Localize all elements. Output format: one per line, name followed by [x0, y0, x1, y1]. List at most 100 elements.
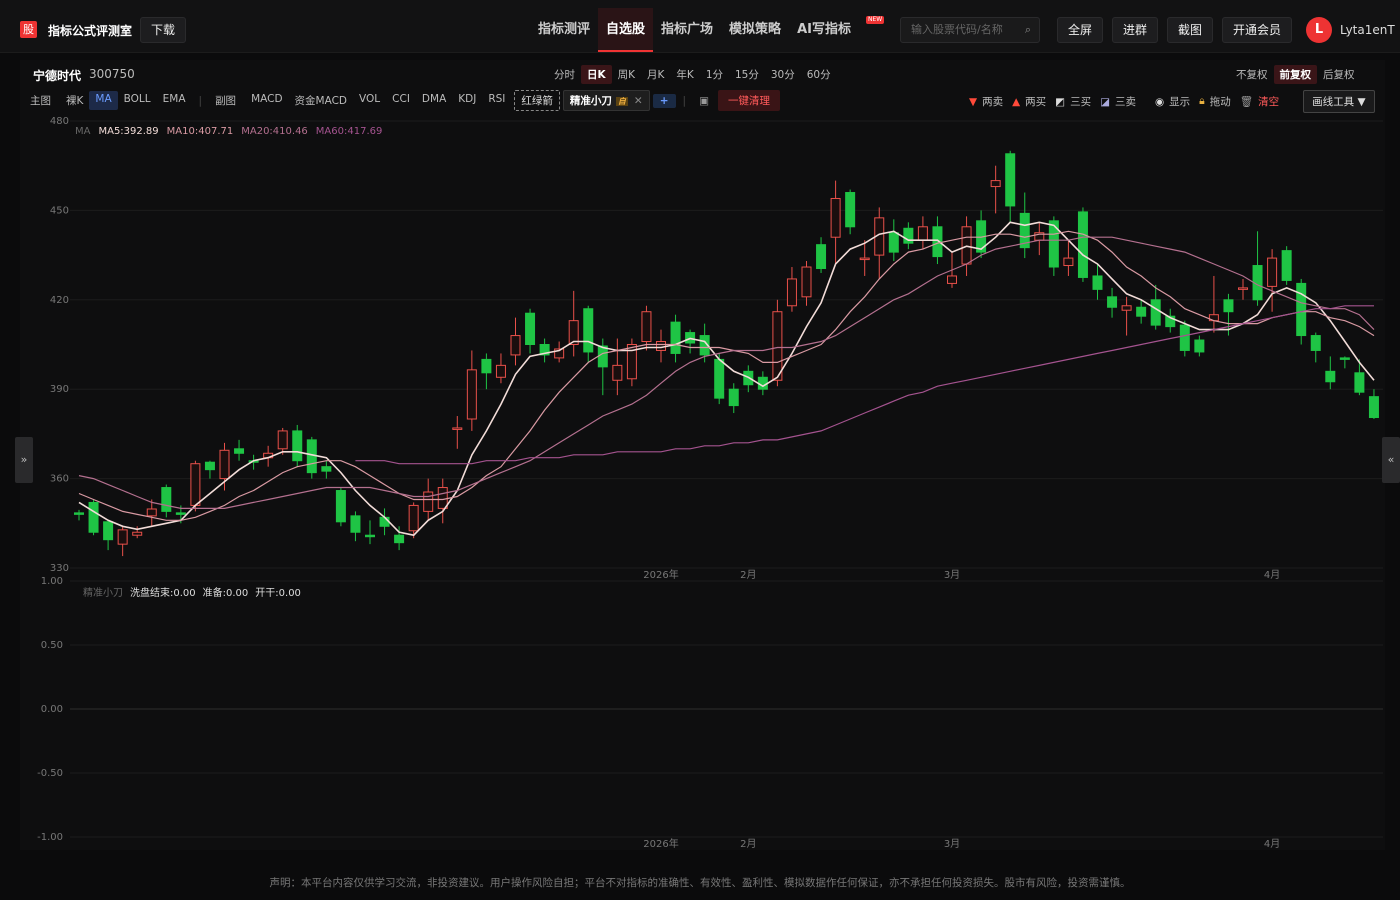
nav-item[interactable]: 模拟策略 [729, 22, 782, 37]
main-indicators: 裸K MA BOLL EMA [60, 91, 192, 110]
draw-tool[interactable]: 三买 [1070, 96, 1092, 108]
period[interactable]: 30分 [770, 69, 795, 81]
main-indicator[interactable]: MA [89, 91, 118, 110]
download-button[interactable]: 下载 [140, 17, 187, 43]
candle-body [626, 344, 637, 380]
close-icon[interactable]: ✕ [633, 95, 643, 107]
draw-tool-menu[interactable]: 画线工具 ▼ [1303, 90, 1375, 113]
logo: 股 [20, 21, 37, 38]
draw-icon: 🔒︎ [1199, 95, 1205, 107]
x-tick-label: 2月 [740, 569, 756, 581]
main-indicator[interactable]: 裸K [66, 95, 84, 107]
sub-indicator[interactable]: RSI [488, 93, 506, 105]
save-icon[interactable]: ▣ [699, 94, 709, 107]
candle-body [335, 490, 346, 523]
draw-icon: ▲ [1012, 95, 1021, 108]
candle-body [583, 308, 594, 353]
indicator-tag[interactable]: 精准小刀自 ✕ [562, 90, 650, 111]
ma-line [355, 305, 1374, 465]
draw-tool[interactable]: 两卖 [982, 96, 1004, 108]
period[interactable]: 周K [617, 69, 636, 81]
candle-body [1136, 306, 1147, 317]
avatar[interactable]: L [1306, 17, 1332, 43]
sub-indicator[interactable]: CCI [392, 93, 410, 105]
new-badge: NEW [866, 16, 885, 24]
chart-panel [20, 60, 1385, 850]
period[interactable]: 月K [647, 69, 665, 81]
toolbar: 主图 裸K MA BOLL EMA | 副图 MACD 资金MACD VOL CCI DMA K… [24, 90, 780, 111]
add-button[interactable]: + [652, 93, 676, 108]
period[interactable]: 分时 [554, 69, 575, 81]
nav-item[interactable]: 指标测评 [538, 22, 591, 37]
period[interactable]: 1分 [705, 69, 723, 81]
left-toggle[interactable]: » [15, 437, 33, 483]
sub-indicator[interactable]: DMA [421, 93, 447, 105]
nav-item[interactable]: 指标广场 [661, 22, 714, 37]
tag-badge: 自 [615, 97, 628, 106]
candle-body [1005, 153, 1016, 207]
candle-body [204, 461, 215, 471]
candle-body [1296, 282, 1307, 337]
y-tick-label: 330 [50, 563, 69, 574]
draw-tool[interactable]: 清空 [1258, 96, 1280, 108]
sub-indicators: MACD 资金MACD VOL CCI DMA KDJ RSI [245, 91, 511, 110]
sub-indicator[interactable]: MACD [251, 93, 283, 105]
draw-tool[interactable]: 显示 [1169, 96, 1191, 108]
stock-code: 300750 [89, 67, 135, 81]
draw-tool[interactable]: 拖动 [1209, 96, 1231, 108]
disclaimer: 声明：本平台内容仅供学习交流，非投资建议。用户操作风险自担；平台不对指标的准确性… [269, 877, 1131, 889]
header-button[interactable]: 开通会员 [1222, 17, 1293, 43]
candle-body [1238, 287, 1248, 290]
adjust-option[interactable]: 前复权 [1273, 65, 1317, 84]
candle-body [932, 226, 943, 258]
legend: 精准小刀 洗盘结束:0.00 准备:0.00 开干:0.00 [83, 586, 301, 599]
right-toggle[interactable]: « [1382, 437, 1400, 483]
nav-item[interactable]: 自选股 [598, 8, 654, 52]
period[interactable]: 60分 [806, 69, 831, 81]
candle-body [612, 364, 623, 381]
legend-item: 开干:0.00 [255, 588, 301, 599]
draw-tool[interactable]: 三卖 [1115, 96, 1136, 108]
candle-body [1048, 220, 1059, 268]
ma-line [78, 230, 1375, 521]
candle-body [219, 449, 230, 480]
nav: 指标测评 自选股 指标广场 模拟策略 AI写指标 [530, 8, 859, 52]
candle-body [365, 534, 375, 538]
candle-body [1281, 250, 1292, 281]
header-button[interactable]: 截图 [1167, 17, 1214, 43]
arrow-indicator[interactable]: 红绿箭 [514, 90, 560, 111]
clear-button[interactable]: 一键清理 [717, 90, 780, 111]
x-tick-label: 3月 [944, 569, 960, 581]
candle-body [408, 504, 419, 532]
draw-tool[interactable]: 两买 [1025, 96, 1047, 108]
ma-line [78, 236, 1375, 509]
y-tick-label: 480 [50, 116, 69, 127]
candle-body [175, 512, 186, 515]
candle-body [728, 388, 739, 407]
candle-body [146, 508, 157, 517]
adjust-option[interactable]: 后复权 [1323, 69, 1355, 81]
candle-body [917, 226, 928, 241]
nav-item[interactable]: AI写指标 [797, 22, 851, 37]
period[interactable]: 日K [581, 65, 612, 84]
candle-body [481, 358, 492, 374]
sub-indicator[interactable]: VOL [359, 93, 381, 105]
candle-body [1019, 212, 1030, 249]
search-box[interactable]: 输入股票代码/名称 ⌕ [900, 17, 1040, 43]
candle-body [321, 466, 332, 472]
header-button[interactable]: 进群 [1112, 17, 1159, 43]
period[interactable]: 15分 [735, 69, 759, 81]
sub-indicator[interactable]: 资金MACD [294, 95, 348, 107]
draw-icon: 🗑︎ [1239, 96, 1254, 108]
period[interactable]: 年K [676, 69, 694, 81]
adjust-option[interactable]: 不复权 [1236, 69, 1268, 81]
main-indicator[interactable]: BOLL [123, 93, 151, 105]
candle-body [277, 430, 288, 450]
x-tick-label: 4月 [1264, 838, 1280, 850]
candle-body [888, 232, 899, 253]
main-indicator[interactable]: EMA [162, 93, 186, 105]
header-button[interactable]: 全屏 [1057, 17, 1104, 43]
sub-indicator[interactable]: KDJ [458, 93, 477, 105]
candle-body [699, 335, 710, 356]
x-tick-label: 2026年 [643, 568, 678, 581]
